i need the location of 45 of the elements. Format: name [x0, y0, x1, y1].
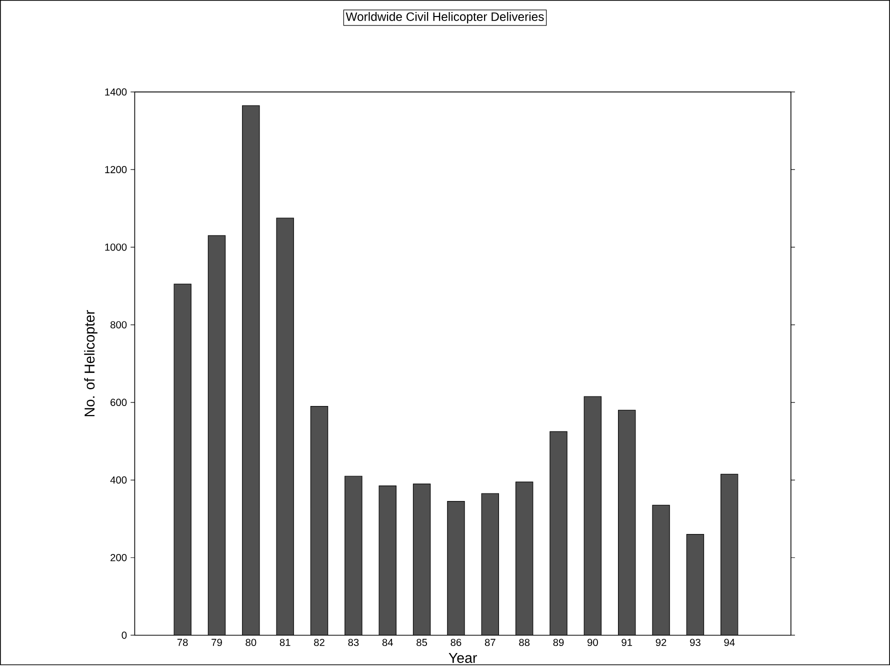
x-tick-label: 91: [622, 638, 632, 646]
x-tick-label: 87: [484, 638, 496, 646]
bar: [584, 396, 602, 636]
x-tick-label: 85: [416, 638, 428, 646]
x-tick-label: 92: [656, 638, 666, 646]
y-tick-label: 800: [110, 321, 127, 328]
bar: [652, 504, 670, 636]
y-axis-title: No. of Helicopter: [84, 310, 98, 416]
bar: [174, 284, 192, 636]
bar: [378, 485, 396, 636]
bar: [242, 105, 260, 636]
bar: [550, 431, 568, 636]
y-tick-label: 1400: [105, 88, 127, 96]
x-tick-label: 86: [450, 638, 462, 646]
bar: [276, 218, 294, 636]
bar: [412, 483, 431, 636]
chart-title: Worldwide Civil Helicopter Deliveries: [346, 12, 544, 24]
bar: [310, 406, 328, 636]
x-tick-label: 93: [690, 638, 700, 646]
x-tick-label: 94: [724, 638, 735, 646]
bar: [447, 500, 465, 636]
bar: [720, 474, 738, 636]
bar: [686, 534, 704, 636]
x-tick-label: 90: [588, 638, 598, 646]
x-tick-label: 89: [553, 638, 564, 646]
x-tick-label: 88: [519, 638, 530, 646]
y-tick-label: 1200: [105, 166, 127, 173]
x-tick-label: 82: [314, 638, 324, 646]
x-axis-title: Year: [448, 652, 477, 663]
y-tick-label: 200: [110, 554, 127, 562]
x-tick-label: 83: [348, 638, 359, 646]
y-tick-label: 1000: [105, 243, 127, 251]
x-tick-label: 84: [382, 638, 393, 646]
bar: [481, 493, 499, 636]
x-tick-label: 79: [212, 638, 222, 646]
bar: [618, 410, 636, 636]
bar: [515, 481, 534, 636]
y-tick-label: 600: [110, 398, 127, 406]
x-tick-label: 78: [177, 638, 188, 646]
x-tick-label: 80: [246, 638, 256, 646]
bar: [344, 476, 362, 636]
bar: [208, 235, 226, 636]
x-tick-label: 81: [280, 638, 290, 646]
y-tick-label: 0: [122, 631, 127, 639]
y-tick-label: 400: [110, 476, 127, 484]
